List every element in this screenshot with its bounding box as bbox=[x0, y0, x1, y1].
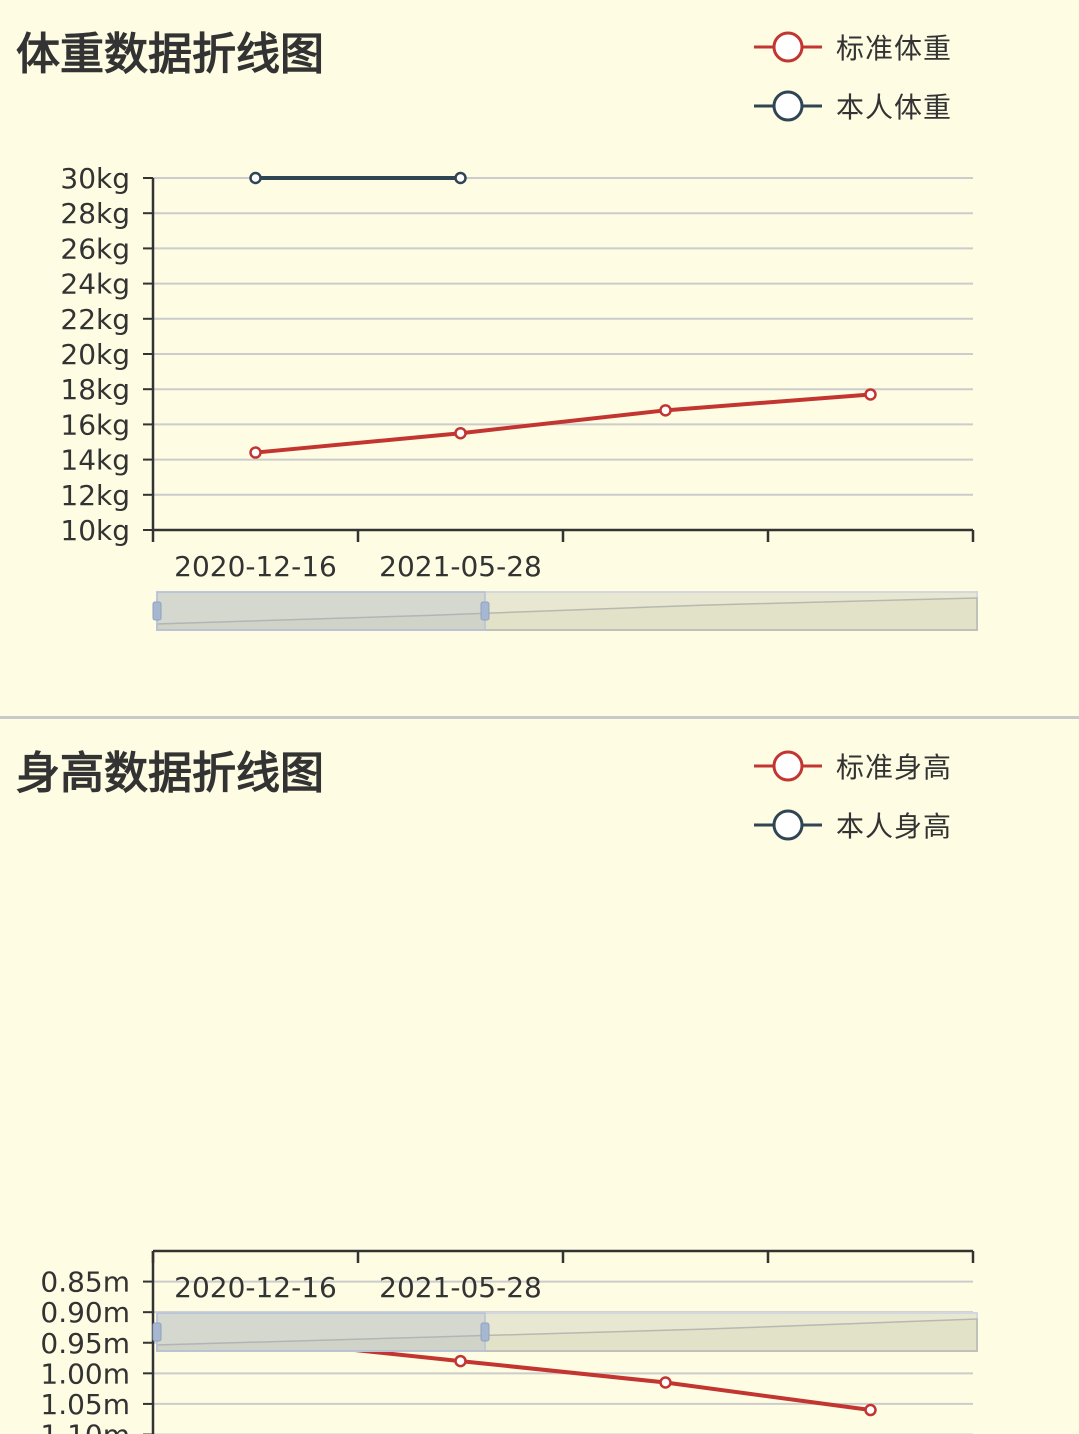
data-zoom-handle[interactable] bbox=[480, 1322, 490, 1342]
y-tick-label: 20kg bbox=[60, 338, 130, 371]
y-tick-label: 0.90m bbox=[40, 1296, 130, 1329]
data-zoom-handle[interactable] bbox=[152, 601, 162, 621]
data-zoom-handle[interactable] bbox=[152, 1322, 162, 1342]
y-tick-label: 28kg bbox=[60, 197, 130, 230]
legend: 标准身高 本人身高 bbox=[754, 747, 952, 865]
y-tick-label: 1.05m bbox=[40, 1388, 130, 1421]
legend-dark-circle-icon bbox=[754, 90, 822, 122]
legend-label: 本人身高 bbox=[836, 810, 953, 843]
legend-item-standard-weight[interactable]: 标准体重 bbox=[754, 28, 952, 66]
y-tick-label: 1.00m bbox=[40, 1357, 130, 1390]
y-tick-label: 12kg bbox=[60, 479, 130, 512]
legend-label: 标准体重 bbox=[836, 32, 953, 65]
x-tick-label: 2020-12-16 bbox=[174, 550, 337, 583]
legend-red-circle-icon bbox=[754, 31, 822, 63]
chart-title: 身高数据折线图 bbox=[16, 748, 324, 799]
x-tick-label: 2021-05-28 bbox=[379, 1271, 542, 1304]
legend: 标准体重 本人体重 bbox=[754, 28, 952, 146]
series-line bbox=[255, 392, 871, 455]
data-zoom-window[interactable] bbox=[156, 1312, 486, 1352]
y-tick-label: 30kg bbox=[60, 162, 130, 195]
x-tick-label: 2020-12-16 bbox=[174, 1271, 337, 1304]
y-tick-label: 16kg bbox=[60, 408, 130, 441]
y-tick-label: 18kg bbox=[60, 373, 130, 406]
height-chart-panel: 身高数据折线图 标准身高 本人身高 0.85m 0.90m 0.95m 1.00m 1.… bbox=[0, 716, 1079, 1434]
y-tick-label: 10kg bbox=[60, 514, 130, 547]
legend-dark-circle-icon bbox=[754, 809, 822, 841]
y-tick-label: 1.10m bbox=[40, 1419, 130, 1434]
y-tick-label: 0.95m bbox=[40, 1327, 130, 1360]
data-point bbox=[864, 1403, 877, 1417]
data-zoom-handle[interactable] bbox=[480, 601, 490, 621]
data-point bbox=[249, 446, 262, 459]
legend-label: 标准身高 bbox=[836, 751, 953, 784]
y-tick-label: 0.85m bbox=[40, 1266, 130, 1299]
x-tick-label: 2021-05-28 bbox=[379, 550, 542, 583]
legend-item-standard-height[interactable]: 标准身高 bbox=[754, 747, 952, 785]
chart-title: 体重数据折线图 bbox=[16, 29, 324, 80]
data-point bbox=[659, 1376, 672, 1389]
legend-item-own-height[interactable]: 本人身高 bbox=[754, 806, 952, 844]
data-point bbox=[659, 404, 672, 417]
weight-chart-panel: 体重数据折线图 标准体重 本人体重 10kg 12kg 14kg 16kg 18kg 20… bbox=[0, 0, 1079, 716]
data-point bbox=[454, 1354, 467, 1368]
y-tick-label: 24kg bbox=[60, 268, 130, 301]
data-point bbox=[864, 388, 877, 401]
y-tick-label: 22kg bbox=[60, 303, 130, 336]
legend-label: 本人体重 bbox=[836, 91, 953, 124]
data-point bbox=[249, 171, 262, 185]
weight-line-chart: 10kg12kg14kg16kg18kg20kg22kg24kg26kg28kg… bbox=[60, 162, 978, 631]
y-tick-label: 14kg bbox=[60, 444, 130, 477]
data-zoom-window[interactable] bbox=[156, 591, 486, 631]
data-point bbox=[454, 426, 467, 440]
legend-red-circle-icon bbox=[754, 750, 822, 782]
legend-item-own-weight[interactable]: 本人体重 bbox=[754, 87, 952, 125]
data-point bbox=[454, 171, 467, 185]
height-line-chart: 0.85m0.90m0.95m1.00m1.05m1.10m1.15m1.20m… bbox=[40, 1249, 978, 1434]
y-tick-label: 26kg bbox=[60, 232, 130, 265]
